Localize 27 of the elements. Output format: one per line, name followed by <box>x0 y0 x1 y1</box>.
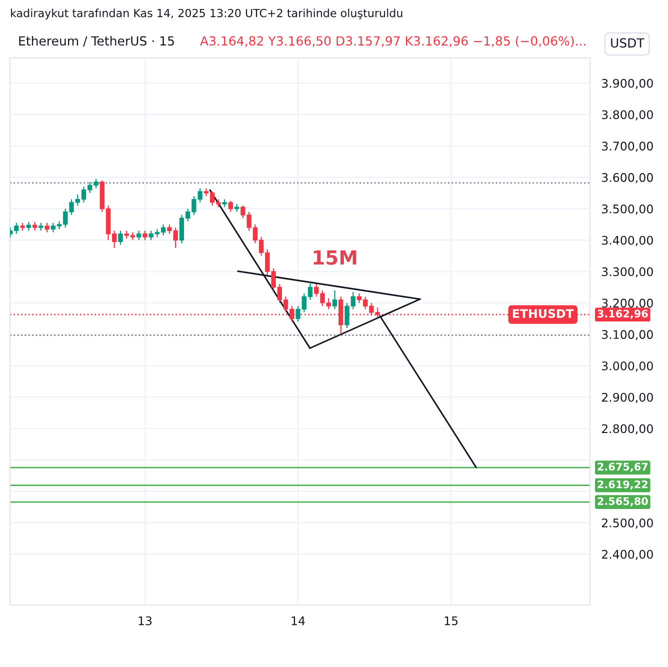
y-tick-label: 3.500,00 <box>602 204 653 215</box>
y-tick-label: 2.900,00 <box>602 392 653 403</box>
y-tick-label: 2.500,00 <box>602 518 653 529</box>
y-tick-label: 3.300,00 <box>602 267 653 278</box>
y-tick-label: 3.600,00 <box>602 173 653 184</box>
x-tick-label: 15 <box>444 616 458 626</box>
y-tick-label: 3.800,00 <box>602 110 653 120</box>
ref-line-label: 2.565,80 <box>598 497 648 506</box>
y-tick-label: 3.700,00 <box>602 142 653 152</box>
annotation: ETHUSDT <box>512 309 574 318</box>
annotation: 15M <box>314 250 356 265</box>
y-tick-label: 3.000,00 <box>602 361 653 372</box>
y-tick-label: 2.400,00 <box>602 550 653 560</box>
x-tick-label: 14 <box>292 616 305 626</box>
x-tick-label: 13 <box>138 616 152 626</box>
y-tick-label: 3.900,00 <box>602 78 653 89</box>
chart-title: Ethereum / TetherUS · 15 <box>19 36 174 47</box>
ref-line-label: 2.619,22 <box>598 480 648 490</box>
ref-line-label: 2.675,67 <box>598 462 648 472</box>
ref-line-label: 3.162,96 <box>598 310 648 319</box>
y-tick-label: 3.400,00 <box>602 236 653 246</box>
chart-subtitle: A3.164,82 Y3.166,50 D3.157,97 K3.162,96 −1,85 (−0,06%)... <box>200 36 586 48</box>
y-tick-label: 3.100,00 <box>602 330 653 340</box>
y-tick-label: 2.800,00 <box>602 424 653 434</box>
text: kadiraykut tarafından Kas 14, 2025 13:20 UTC+2 tarihinde oluşturuldu <box>11 8 402 20</box>
y-tick-label: 3.200,00 <box>602 298 653 309</box>
y-axis-title: USDT <box>611 38 644 48</box>
